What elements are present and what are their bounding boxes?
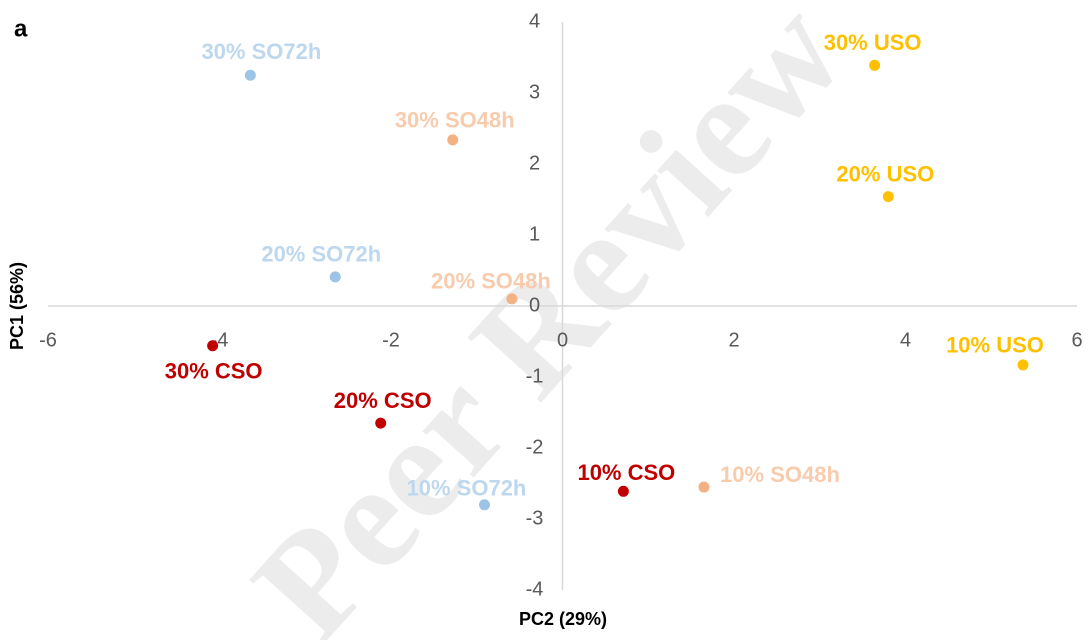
point xyxy=(698,481,710,493)
point-label: 10% CSO xyxy=(577,460,675,485)
x-axis-title: PC2 (29%) xyxy=(519,609,607,629)
y-tick-label: 3 xyxy=(529,81,540,103)
point xyxy=(244,69,256,81)
x-tick-label: -6 xyxy=(39,329,57,351)
point xyxy=(1017,359,1029,371)
point xyxy=(882,191,894,203)
point-label: 20% SO72h xyxy=(261,242,381,267)
point xyxy=(869,59,881,71)
x-tick-label: 4 xyxy=(900,329,911,351)
point-label: 30% USO xyxy=(824,30,922,55)
x-tick-label: 6 xyxy=(1071,329,1082,351)
point xyxy=(478,499,490,511)
point-label: 10% SO48h xyxy=(720,462,840,487)
point xyxy=(447,134,459,146)
point-label: 30% CSO xyxy=(165,359,263,384)
point-label: 20% USO xyxy=(836,161,934,186)
x-tick-label: 2 xyxy=(728,329,739,351)
point xyxy=(329,271,341,283)
y-tick-label: -2 xyxy=(526,436,544,458)
x-tick-label: -2 xyxy=(382,329,400,351)
y-tick-label: 2 xyxy=(529,152,540,174)
y-tick-label: -3 xyxy=(526,507,544,529)
point xyxy=(375,417,387,429)
point xyxy=(506,293,518,305)
point xyxy=(207,340,219,352)
y-tick-label: -1 xyxy=(526,365,544,387)
point-label: 30% SO72h xyxy=(201,39,321,64)
point-label: 30% SO48h xyxy=(395,108,515,133)
y-axis-title: PC1 (56%) xyxy=(7,262,27,350)
point-label: 10% SO72h xyxy=(407,476,527,501)
point xyxy=(617,485,629,497)
y-tick-label: 1 xyxy=(529,223,540,245)
y-tick-label: 0 xyxy=(529,294,540,316)
panel-label: a xyxy=(14,15,28,42)
point-label: 10% USO xyxy=(946,333,1044,358)
point-label: 20% CSO xyxy=(334,388,432,413)
point-label: 20% SO48h xyxy=(431,269,551,294)
watermark: Peer Review xyxy=(222,0,876,640)
y-tick-label: -4 xyxy=(526,578,544,600)
x-tick-label: 0 xyxy=(557,329,568,351)
y-tick-label: 4 xyxy=(529,10,540,32)
